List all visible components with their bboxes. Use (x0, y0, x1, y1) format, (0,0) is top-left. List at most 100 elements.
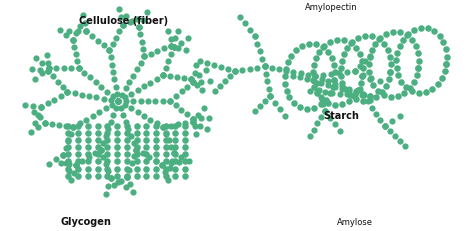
Point (359, 100, 367, 103)
Point (172, 153, 179, 157)
Point (365, 71, 373, 74)
Point (310, 106, 318, 110)
Point (115, 100, 122, 103)
Point (104, 139, 111, 142)
Point (95, 111, 103, 115)
Point (188, 78, 195, 82)
Point (422, 91, 429, 94)
Point (152, 100, 159, 103)
Point (104, 146, 111, 149)
Point (170, 152, 178, 155)
Point (113, 167, 121, 171)
Point (93, 96, 100, 100)
Point (62, 146, 70, 150)
Point (147, 53, 155, 56)
Point (345, 99, 352, 103)
Point (82, 118, 90, 122)
Point (387, 63, 394, 67)
Text: Starch: Starch (323, 110, 359, 121)
Point (126, 168, 133, 172)
Point (45, 67, 52, 70)
Point (152, 160, 160, 164)
Point (75, 67, 82, 70)
Point (45, 70, 52, 73)
Point (386, 71, 394, 74)
Point (78, 93, 86, 97)
Point (184, 85, 191, 89)
Point (143, 174, 150, 178)
Point (414, 52, 421, 56)
Point (319, 103, 327, 106)
Point (338, 82, 346, 85)
Point (112, 37, 120, 40)
Point (123, 139, 131, 142)
Point (64, 91, 71, 94)
Point (111, 78, 118, 82)
Point (37, 106, 45, 109)
Point (133, 153, 140, 157)
Point (324, 84, 331, 87)
Point (94, 40, 101, 43)
Point (406, 86, 413, 90)
Point (340, 53, 347, 57)
Point (415, 92, 422, 95)
Point (310, 80, 318, 84)
Point (283, 69, 290, 73)
Point (382, 33, 390, 37)
Point (195, 114, 202, 117)
Point (152, 132, 160, 135)
Point (75, 67, 82, 70)
Point (338, 85, 346, 89)
Point (366, 95, 374, 99)
Point (29, 105, 37, 108)
Point (41, 122, 49, 125)
Point (438, 76, 446, 80)
Point (205, 117, 213, 120)
Point (166, 100, 174, 103)
Point (319, 46, 327, 50)
Point (254, 66, 261, 70)
Point (139, 18, 147, 22)
Point (394, 74, 402, 77)
Point (84, 132, 92, 135)
Point (167, 53, 175, 57)
Point (143, 153, 150, 157)
Point (174, 123, 182, 127)
Point (45, 67, 52, 70)
Point (88, 35, 96, 38)
Point (107, 98, 115, 102)
Point (361, 35, 369, 39)
Point (79, 14, 87, 18)
Point (73, 163, 80, 167)
Point (354, 88, 362, 92)
Point (113, 93, 121, 96)
Point (100, 97, 108, 101)
Point (135, 26, 143, 30)
Point (359, 67, 366, 71)
Point (167, 45, 174, 48)
Point (128, 20, 136, 24)
Point (254, 43, 261, 47)
Point (182, 132, 189, 135)
Point (164, 30, 172, 33)
Point (182, 146, 189, 149)
Point (100, 155, 107, 159)
Point (365, 63, 372, 67)
Point (170, 46, 177, 50)
Point (43, 54, 51, 58)
Point (326, 41, 334, 45)
Point (159, 100, 166, 103)
Point (128, 92, 135, 96)
Point (328, 57, 336, 61)
Point (331, 82, 339, 86)
Point (211, 90, 219, 94)
Point (76, 25, 83, 29)
Point (37, 106, 45, 109)
Point (108, 64, 116, 67)
Point (166, 100, 174, 103)
Point (204, 128, 211, 132)
Point (152, 159, 159, 163)
Text: Amylopectin: Amylopectin (305, 3, 358, 12)
Point (164, 178, 172, 182)
Point (72, 53, 80, 57)
